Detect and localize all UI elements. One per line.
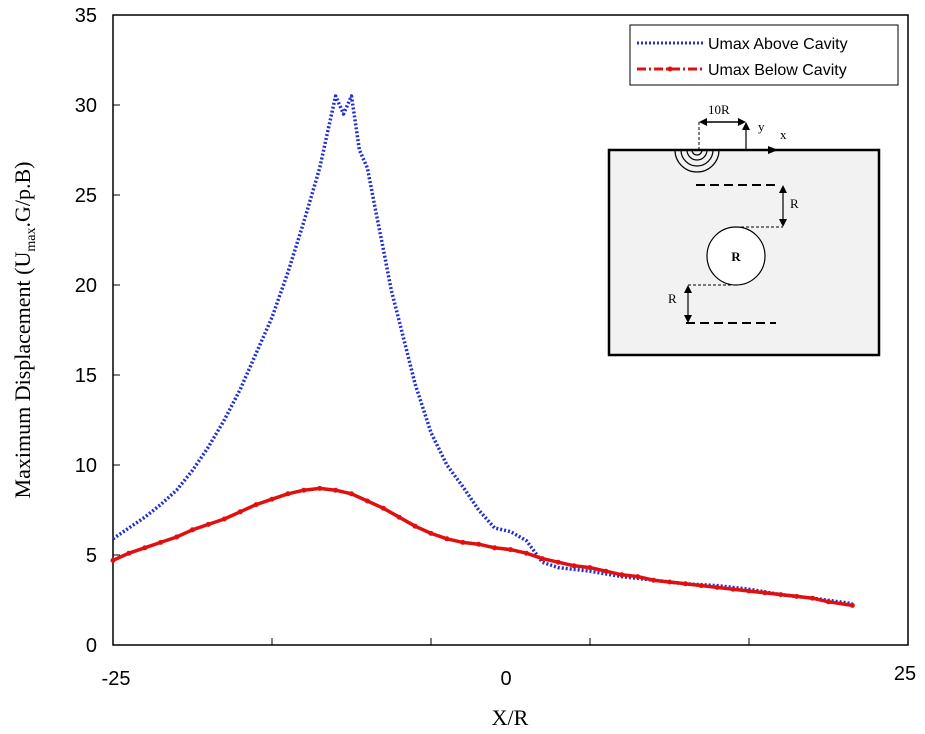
series-point-below-cavity (682, 581, 688, 587)
series-point-below-cavity (428, 530, 434, 536)
inset-y-arrowhead (742, 122, 750, 130)
series-point-below-cavity (667, 579, 672, 585)
y-tick-label: 5 (86, 545, 97, 567)
y-tick-label: 10 (75, 455, 97, 477)
series-point-below-cavity (364, 498, 370, 504)
y-tick-label: 15 (75, 365, 97, 387)
y-tick-label: 35 (75, 5, 97, 27)
series-point-below-cavity (444, 536, 450, 542)
series-point-below-cavity (587, 565, 593, 571)
inset-x-arrowhead (768, 146, 778, 154)
series-point-below-cavity (508, 547, 513, 553)
y-tick-labels: 0 5 10 15 20 25 30 35 (75, 5, 97, 657)
series-point-below-cavity (794, 593, 800, 599)
y-axis-title-sub: max (24, 228, 39, 252)
series-point-below-cavity (396, 514, 402, 520)
series-point-below-cavity (301, 487, 307, 493)
inset-wave-arc-4 (691, 149, 703, 156)
inset-10r-label: 10R (708, 102, 730, 117)
series-point-below-cavity (730, 586, 736, 592)
y-axis-title-tail: .G/p.B) (10, 162, 35, 228)
series-point-below-cavity (269, 496, 275, 502)
series-point-below-cavity (460, 539, 466, 545)
legend-marker-below (667, 66, 673, 72)
series-point-below-cavity (619, 572, 625, 578)
series-point-below-cavity (778, 592, 784, 598)
series-point-below-cavity (285, 491, 291, 497)
series-point-below-cavity (651, 577, 657, 583)
series-point-below-cavity (698, 583, 704, 589)
inset-lower-r-label: R (668, 291, 677, 306)
inset-diagram: x y 10R R R R (607, 102, 881, 357)
series-point-below-cavity (635, 574, 641, 580)
series-point-below-cavity (174, 534, 180, 540)
series-point-below-cavity (826, 599, 831, 605)
x-tick-label-max: 25 (894, 663, 916, 685)
y-axis-title: Maximum Displacement (Umax.G/p.B) (10, 162, 39, 499)
inset-10r-arrow-left (699, 118, 707, 126)
legend: Umax Above Cavity Umax Below Cavity (629, 24, 899, 86)
series-point-below-cavity (810, 595, 816, 601)
series-point-below-cavity (476, 541, 482, 547)
y-tick-label: 0 (86, 635, 97, 657)
series-point-below-cavity (603, 568, 609, 574)
series-point-below-cavity (126, 550, 132, 556)
series-point-below-cavity (555, 559, 561, 565)
inset-wave-arc-3 (686, 149, 708, 161)
series-point-below-cavity (412, 523, 418, 529)
series-point-below-cavity (762, 590, 768, 596)
series-layer (110, 94, 855, 608)
series-point-below-cavity (253, 502, 259, 508)
y-tick-label: 30 (75, 95, 97, 117)
inset-upper-r-label: R (790, 196, 799, 211)
inset-10r-arrow-right (738, 118, 746, 126)
series-point-below-cavity (190, 527, 195, 533)
series-point-below-cavity (746, 588, 752, 594)
legend-label-above: Umax Above Cavity (708, 36, 848, 53)
series-point-below-cavity (523, 550, 529, 556)
y-tick-label: 25 (75, 185, 97, 207)
inset-lower-r-arrow-bottom (684, 315, 692, 323)
legend-label-below: Umax Below Cavity (708, 62, 847, 79)
series-point-below-cavity (205, 521, 211, 527)
inset-wave-arc-2 (680, 149, 714, 167)
series-point-below-cavity (158, 539, 164, 545)
x-tick-label-mid: 0 (500, 668, 511, 690)
legend-box (629, 24, 899, 86)
series-point-below-cavity (110, 557, 116, 563)
y-tick-label: 20 (75, 275, 97, 297)
x-tick-label-min: -25 (102, 668, 131, 690)
series-point-below-cavity (221, 516, 227, 522)
inset-upper-r-arrow-bottom (779, 219, 787, 227)
series-point-below-cavity (571, 563, 577, 569)
series-point-below-cavity (539, 556, 545, 562)
series-point-below-cavity (380, 505, 386, 511)
inset-y-label: y (758, 119, 765, 134)
inset-wave-arc-1 (674, 149, 720, 173)
series-point-below-cavity (142, 545, 148, 551)
series-point-below-cavity (849, 602, 855, 608)
series-point-below-cavity (349, 491, 354, 497)
x-axis-title: X/R (492, 705, 529, 730)
inset-cavity-label: R (731, 249, 741, 264)
inset-lower-r-arrow-top (684, 285, 692, 293)
series-point-below-cavity (333, 487, 339, 493)
series-point-below-cavity (237, 509, 243, 515)
inset-upper-r-arrow-top (779, 185, 787, 193)
x-axis-ticks (112, 638, 909, 645)
y-axis-title-main: Maximum Displacement (U (10, 252, 35, 499)
inset-x-label: x (780, 127, 787, 142)
series-point-below-cavity (714, 584, 720, 590)
y-axis-ticks (113, 14, 120, 646)
series-point-below-cavity (317, 485, 323, 491)
series-point-below-cavity (492, 545, 498, 551)
